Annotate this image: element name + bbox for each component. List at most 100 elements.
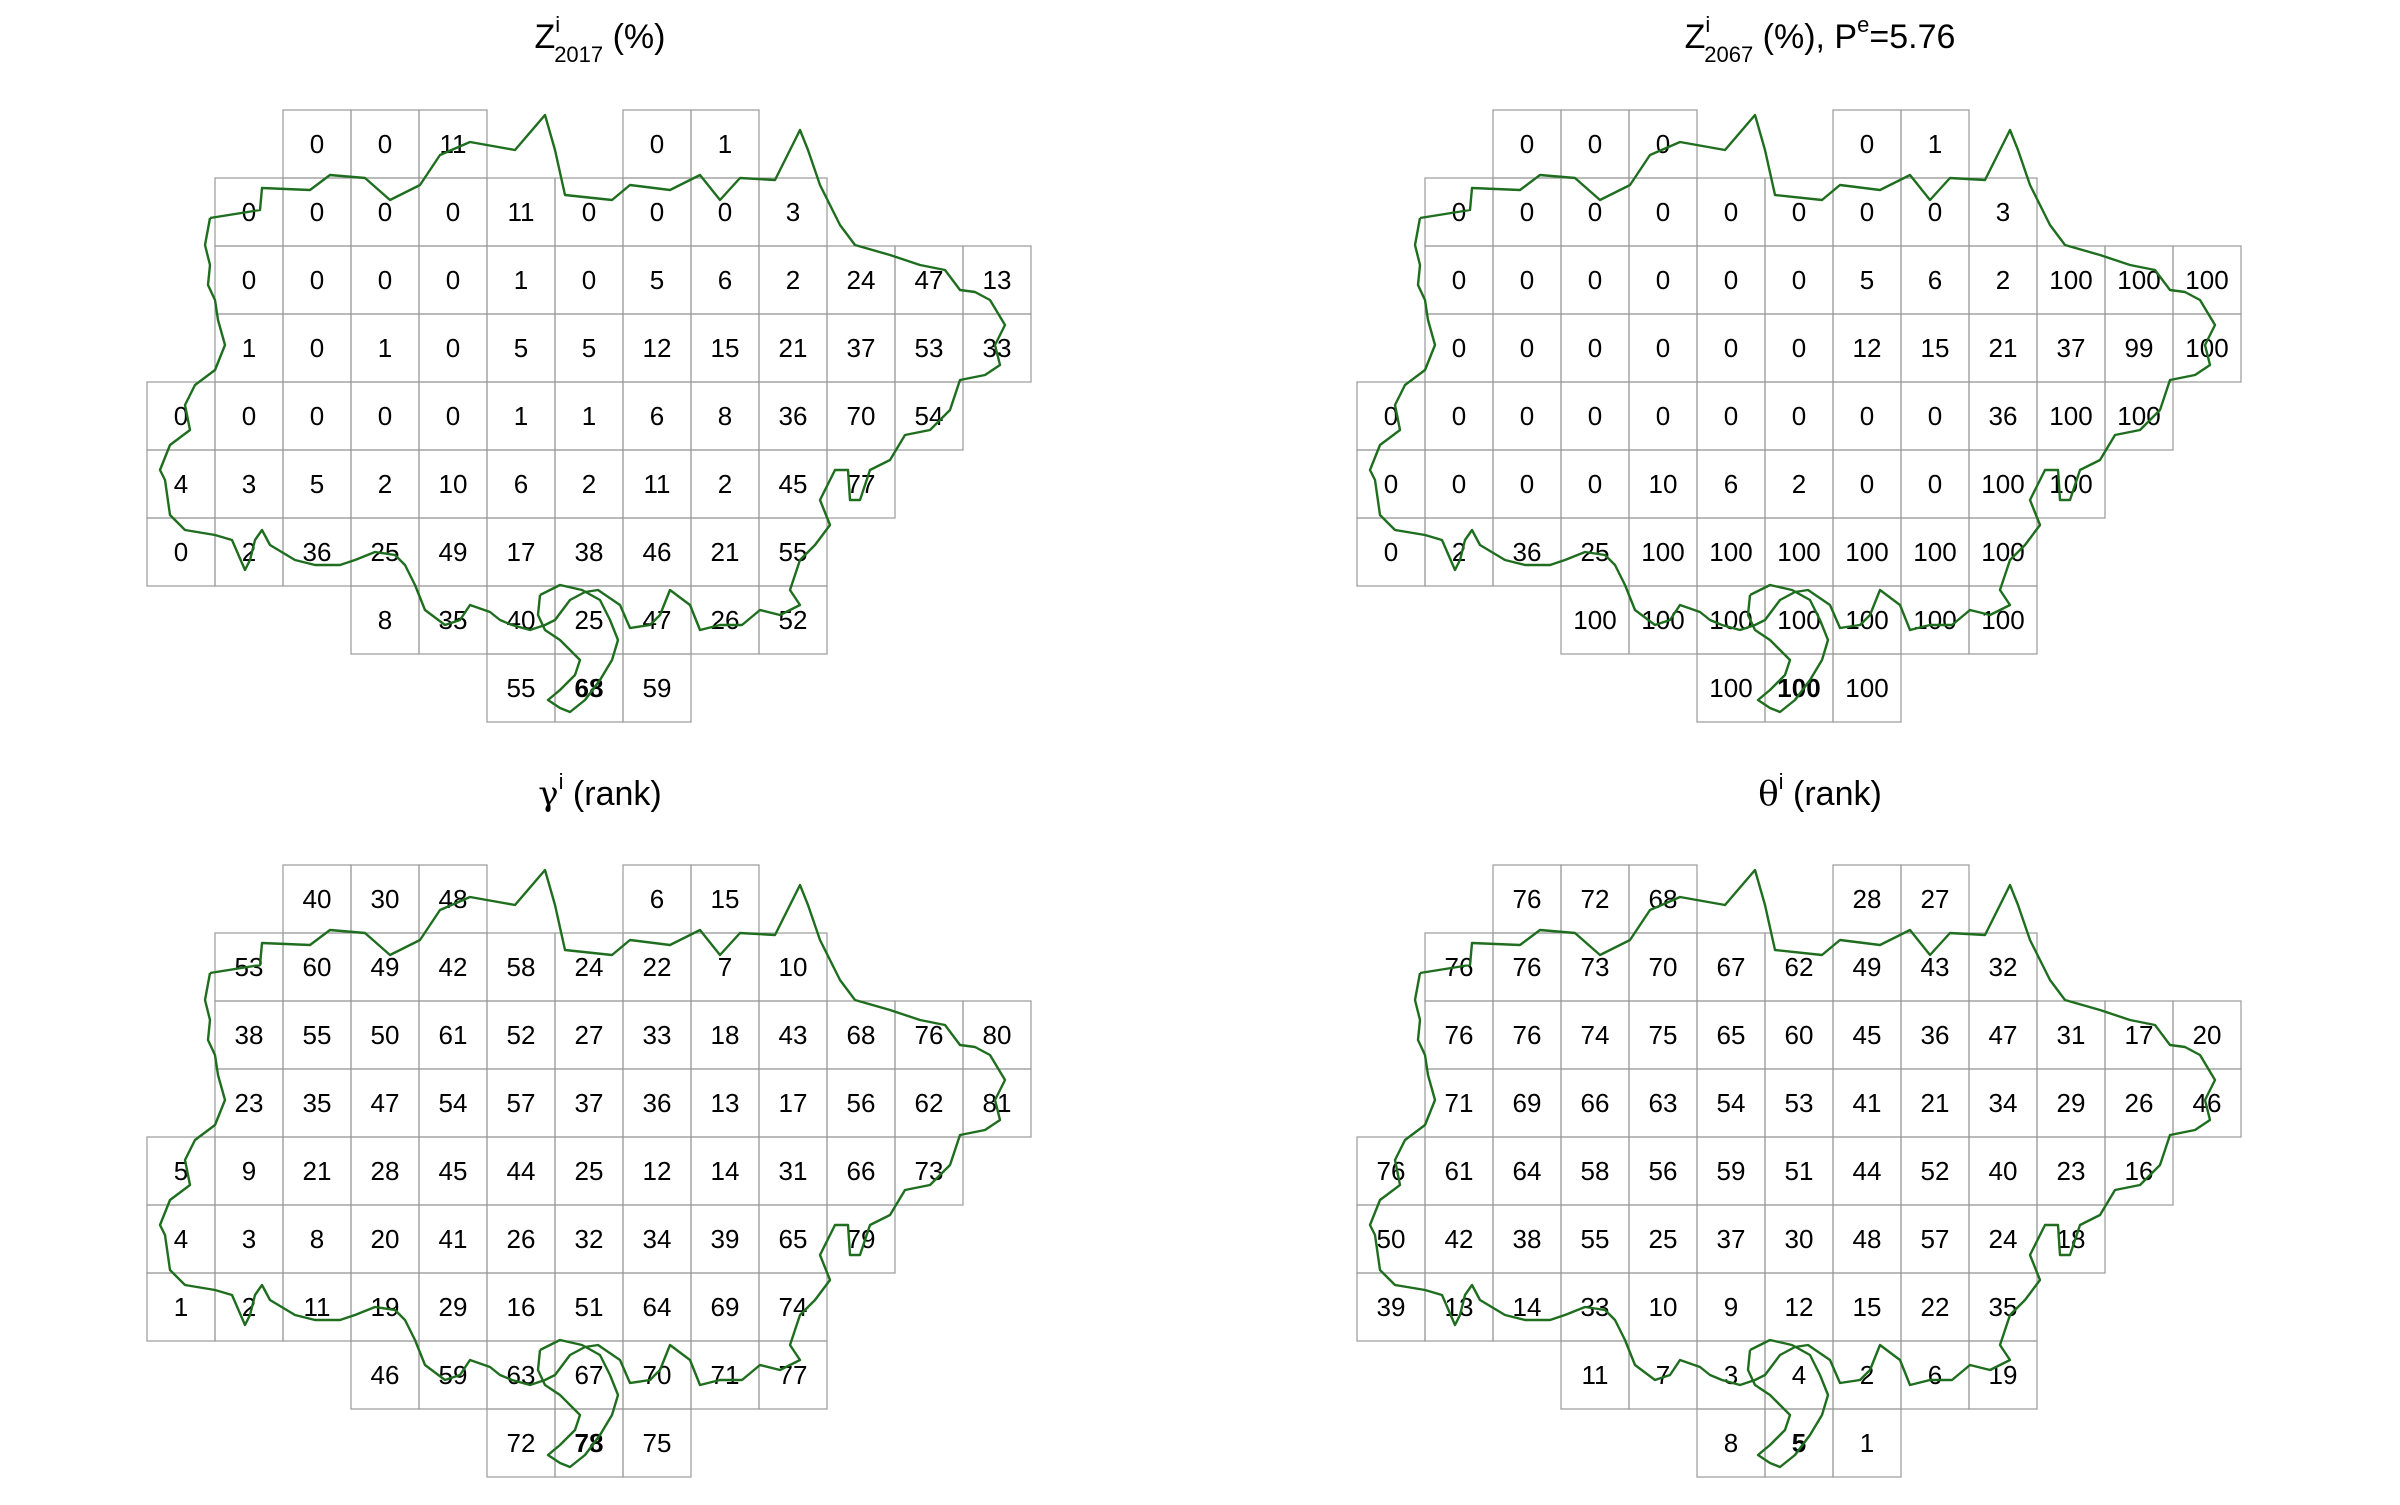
grid-cell: 70 (826, 381, 896, 451)
cell-value: 14 (711, 1156, 740, 1186)
grid-cell: 2 (1968, 245, 2038, 315)
cell-value: 1 (242, 333, 256, 363)
grid-cell: 60 (1764, 1000, 1834, 1070)
cell-value: 8 (378, 605, 392, 635)
cell-value: 0 (1656, 197, 1670, 227)
boundary-lobe (1746, 1338, 1830, 1469)
grid-cell: 54 (1696, 1068, 1766, 1138)
grid-cell: 39 (690, 1204, 760, 1274)
cell-value: 69 (1513, 1088, 1542, 1118)
cell-value: 35 (303, 1088, 332, 1118)
grid-cell: 100 (1696, 653, 1766, 723)
cell-value: 17 (2125, 1020, 2154, 1050)
cell-value: 76 (1377, 1156, 1406, 1186)
grid-cell: 52 (486, 1000, 556, 1070)
grid-cell: 6 (1696, 449, 1766, 519)
cell-value: 43 (779, 1020, 808, 1050)
panel-title: Zi 2017 (%) (535, 12, 666, 67)
cell-value: 61 (439, 1020, 468, 1050)
title-base: θ (1758, 774, 1778, 814)
cell-value: 0 (446, 197, 460, 227)
cell-value: 36 (643, 1088, 672, 1118)
grid-cell: 36 (1900, 1000, 1970, 1070)
grid-cell: 10 (758, 932, 828, 1002)
title-rest2: =5.76 (1869, 18, 1955, 56)
cell-value: 6 (650, 401, 664, 431)
cell-value: 45 (439, 1156, 468, 1186)
grid-cell: 7 (690, 932, 760, 1002)
cell-value: 4 (174, 1224, 188, 1254)
grid-cell: 37 (826, 313, 896, 383)
grid-cell: 45 (418, 1136, 488, 1206)
grid-cell: 0 (350, 177, 420, 247)
grid-cell: 0 (1492, 109, 1562, 179)
cell-value: 0 (1860, 401, 1874, 431)
grid-cell: 37 (1696, 1204, 1766, 1274)
cell-value: 54 (915, 401, 944, 431)
cell-value: 0 (1724, 197, 1738, 227)
cell-value: 0 (1588, 129, 1602, 159)
cell-value: 41 (1853, 1088, 1882, 1118)
cell-value: 10 (1649, 1292, 1678, 1322)
grid-cell: 3 (1696, 1340, 1766, 1410)
grid-cell: 25 (1628, 1204, 1698, 1274)
cell-value: 67 (575, 1360, 604, 1390)
cell-value: 60 (303, 952, 332, 982)
cell-value: 0 (1724, 401, 1738, 431)
grid-cell: 3 (1968, 177, 2038, 247)
cell-value: 0 (446, 265, 460, 295)
cell-value: 53 (915, 333, 944, 363)
grid-cell: 70 (1628, 932, 1698, 1002)
cell-value: 10 (1649, 469, 1678, 499)
title-sup: i (1779, 769, 1784, 794)
cell-value: 100 (1913, 537, 1956, 567)
grid-cell: 0 (214, 245, 284, 315)
cell-value: 53 (1785, 1088, 1814, 1118)
grid-cell: 0 (1492, 381, 1562, 451)
cell-value: 0 (310, 265, 324, 295)
grid-cell: 79 (826, 1204, 896, 1274)
cell-value: 0 (1792, 401, 1806, 431)
grid-cell-box (894, 381, 964, 451)
grid-cell: 1 (554, 381, 624, 451)
grid-cell-box (1968, 1340, 2038, 1410)
grid-cell: 3 (214, 449, 284, 519)
cell-value: 55 (779, 537, 808, 567)
cell-value: 8 (310, 1224, 324, 1254)
grid-cell: 33 (1560, 1272, 1630, 1342)
cell-value: 0 (1860, 197, 1874, 227)
grid-cell: 33 (962, 313, 1032, 383)
grid-cell-box (962, 1068, 1032, 1138)
panel-z2067: Zi 2067 (%), Pe=5.76 0 0 0 0 10 0 0 0 0 0 0 0 30 0 0 0 0 0… (1356, 12, 2242, 723)
grid-cell: 100 (1764, 517, 1834, 587)
grid-cell: 0 (282, 109, 352, 179)
grid-cell: 5 (1764, 1408, 1834, 1478)
cell-value: 19 (1989, 1360, 2018, 1390)
cell-value: 100 (1981, 469, 2024, 499)
cell-value: 100 (1709, 605, 1752, 635)
grid-cell: 100 (1832, 585, 1902, 655)
grid-cell: 9 (214, 1136, 284, 1206)
grid-cell: 56 (1628, 1136, 1698, 1206)
grid-cells: 0 0 11 0 10 0 0 0 11 0 0 0 30 0 0 0 1 0 5 6 2 24 47 131 0 1 0 5 5 12 1… (146, 109, 1032, 723)
grid-cell: 2 (758, 245, 828, 315)
cell-value: 32 (575, 1224, 604, 1254)
grid-cell: 7 (1628, 1340, 1698, 1410)
grid-cell: 64 (1492, 1136, 1562, 1206)
grid-cell-box (758, 1340, 828, 1410)
grid-cell: 1 (486, 245, 556, 315)
grid-cell: 62 (1764, 932, 1834, 1002)
grid-cell: 0 (1628, 313, 1698, 383)
grid-cell: 47 (350, 1068, 420, 1138)
grid-cell: 1 (1832, 1408, 1902, 1478)
grid-cell: 61 (418, 1000, 488, 1070)
grid-cell: 26 (486, 1204, 556, 1274)
cell-value: 0 (1384, 469, 1398, 499)
grid-cell: 38 (554, 517, 624, 587)
cell-value: 32 (1989, 952, 2018, 982)
cell-value: 48 (1853, 1224, 1882, 1254)
grid-cell: 31 (758, 1136, 828, 1206)
